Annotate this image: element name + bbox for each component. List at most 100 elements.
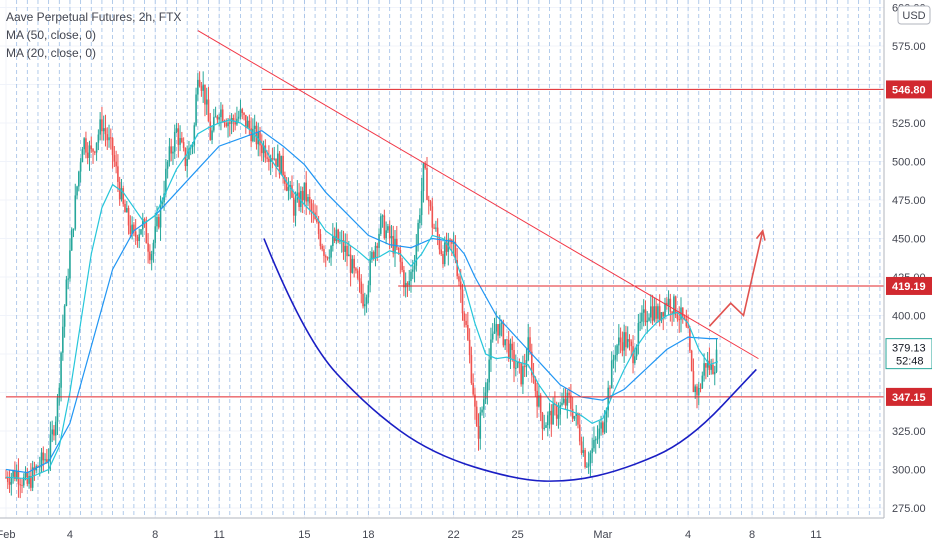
candle-up bbox=[172, 151, 174, 154]
candle-down bbox=[241, 109, 244, 113]
candle-up bbox=[715, 349, 718, 372]
candle-up bbox=[415, 245, 418, 266]
y-tick-label: 275.00 bbox=[892, 503, 926, 515]
candle-up bbox=[374, 245, 377, 259]
x-tick-label: 11 bbox=[213, 529, 224, 541]
candle-down bbox=[110, 137, 112, 139]
candle-up bbox=[635, 345, 638, 357]
candle-up bbox=[394, 238, 396, 254]
candle-up bbox=[79, 162, 82, 172]
candle-down bbox=[383, 215, 386, 239]
candle-down bbox=[399, 250, 402, 262]
candle-up bbox=[49, 434, 52, 460]
legend-ma50[interactable]: MA (50, close, 0) bbox=[6, 28, 97, 42]
candle-up bbox=[168, 146, 171, 162]
candle-down bbox=[532, 375, 535, 378]
candle-up bbox=[546, 415, 549, 426]
candle-down bbox=[85, 138, 87, 153]
candle-down bbox=[584, 450, 586, 468]
candle-down bbox=[683, 317, 686, 319]
chart-legend: Aave Perpetual Futures, 2h, FTX MA (50, … bbox=[6, 8, 181, 62]
candle-down bbox=[321, 246, 323, 250]
candle-up bbox=[626, 339, 629, 348]
candle-up bbox=[491, 333, 494, 340]
currency-label: USD bbox=[902, 10, 925, 22]
candle-down bbox=[232, 118, 235, 122]
candle-down bbox=[658, 306, 661, 321]
candle-down bbox=[502, 322, 505, 346]
legend-ma20[interactable]: MA (20, close, 0) bbox=[6, 46, 97, 60]
candle-up bbox=[582, 450, 585, 453]
candle-down bbox=[118, 181, 121, 200]
candle-up bbox=[83, 138, 85, 150]
candle-down bbox=[474, 394, 476, 407]
x-tick-label: 11 bbox=[810, 529, 821, 541]
candle-down bbox=[687, 326, 689, 329]
candle-up bbox=[483, 399, 485, 410]
candle-down bbox=[298, 192, 300, 207]
candle-up bbox=[67, 278, 69, 280]
candle-up bbox=[195, 94, 197, 126]
candle-down bbox=[602, 422, 604, 433]
candle-up bbox=[63, 305, 66, 327]
current-price-label: 379.13 bbox=[892, 343, 926, 355]
candle-down bbox=[127, 208, 130, 226]
candle-up bbox=[522, 366, 524, 385]
candle-down bbox=[53, 429, 55, 436]
y-tick-label: 475.00 bbox=[892, 195, 926, 207]
candle-down bbox=[467, 324, 469, 340]
candle-down bbox=[507, 340, 510, 359]
candle-up bbox=[97, 134, 100, 143]
candle-down bbox=[86, 152, 89, 158]
candle-down bbox=[539, 395, 542, 413]
y-tick-label: 325.00 bbox=[892, 426, 926, 438]
candle-up bbox=[175, 128, 178, 132]
candle-down bbox=[570, 395, 572, 409]
candle-down bbox=[342, 239, 345, 252]
candle-down bbox=[21, 484, 23, 486]
candle-up bbox=[587, 463, 590, 467]
candle-down bbox=[530, 351, 533, 376]
candle-down bbox=[712, 364, 714, 375]
candle-down bbox=[317, 222, 320, 235]
candle-up bbox=[435, 227, 437, 229]
candle-up bbox=[186, 159, 188, 167]
candle-down bbox=[129, 225, 132, 234]
candle-down bbox=[534, 377, 537, 391]
candle-down bbox=[397, 247, 400, 251]
candle-down bbox=[681, 307, 684, 318]
candle-down bbox=[564, 398, 567, 406]
candle-down bbox=[326, 257, 329, 259]
candle-down bbox=[292, 197, 295, 216]
candle-up bbox=[159, 203, 162, 228]
candle-down bbox=[266, 157, 268, 159]
candle-down bbox=[440, 249, 442, 255]
candle-up bbox=[634, 356, 636, 364]
candle-down bbox=[424, 163, 427, 168]
candle-up bbox=[365, 297, 368, 305]
current-price-box bbox=[885, 338, 932, 370]
candle-up bbox=[509, 343, 512, 359]
candle-down bbox=[536, 390, 538, 407]
candle-up bbox=[703, 363, 705, 376]
candle-up bbox=[65, 279, 68, 306]
candle-down bbox=[259, 132, 261, 146]
candle-down bbox=[429, 201, 432, 207]
candle-down bbox=[136, 237, 139, 242]
candle-up bbox=[664, 302, 666, 317]
candle-up bbox=[657, 306, 659, 319]
candle-up bbox=[269, 157, 272, 162]
candle-up bbox=[154, 226, 157, 243]
candle-down bbox=[360, 281, 363, 294]
candle-up bbox=[420, 191, 423, 216]
candle-up bbox=[15, 471, 18, 480]
candle-down bbox=[225, 122, 228, 127]
candle-down bbox=[671, 311, 673, 314]
x-tick-label: 8 bbox=[152, 529, 158, 541]
candle-up bbox=[600, 422, 602, 429]
candle-down bbox=[312, 211, 315, 213]
candle-up bbox=[642, 309, 645, 313]
candle-down bbox=[8, 481, 11, 485]
candle-up bbox=[108, 137, 110, 141]
